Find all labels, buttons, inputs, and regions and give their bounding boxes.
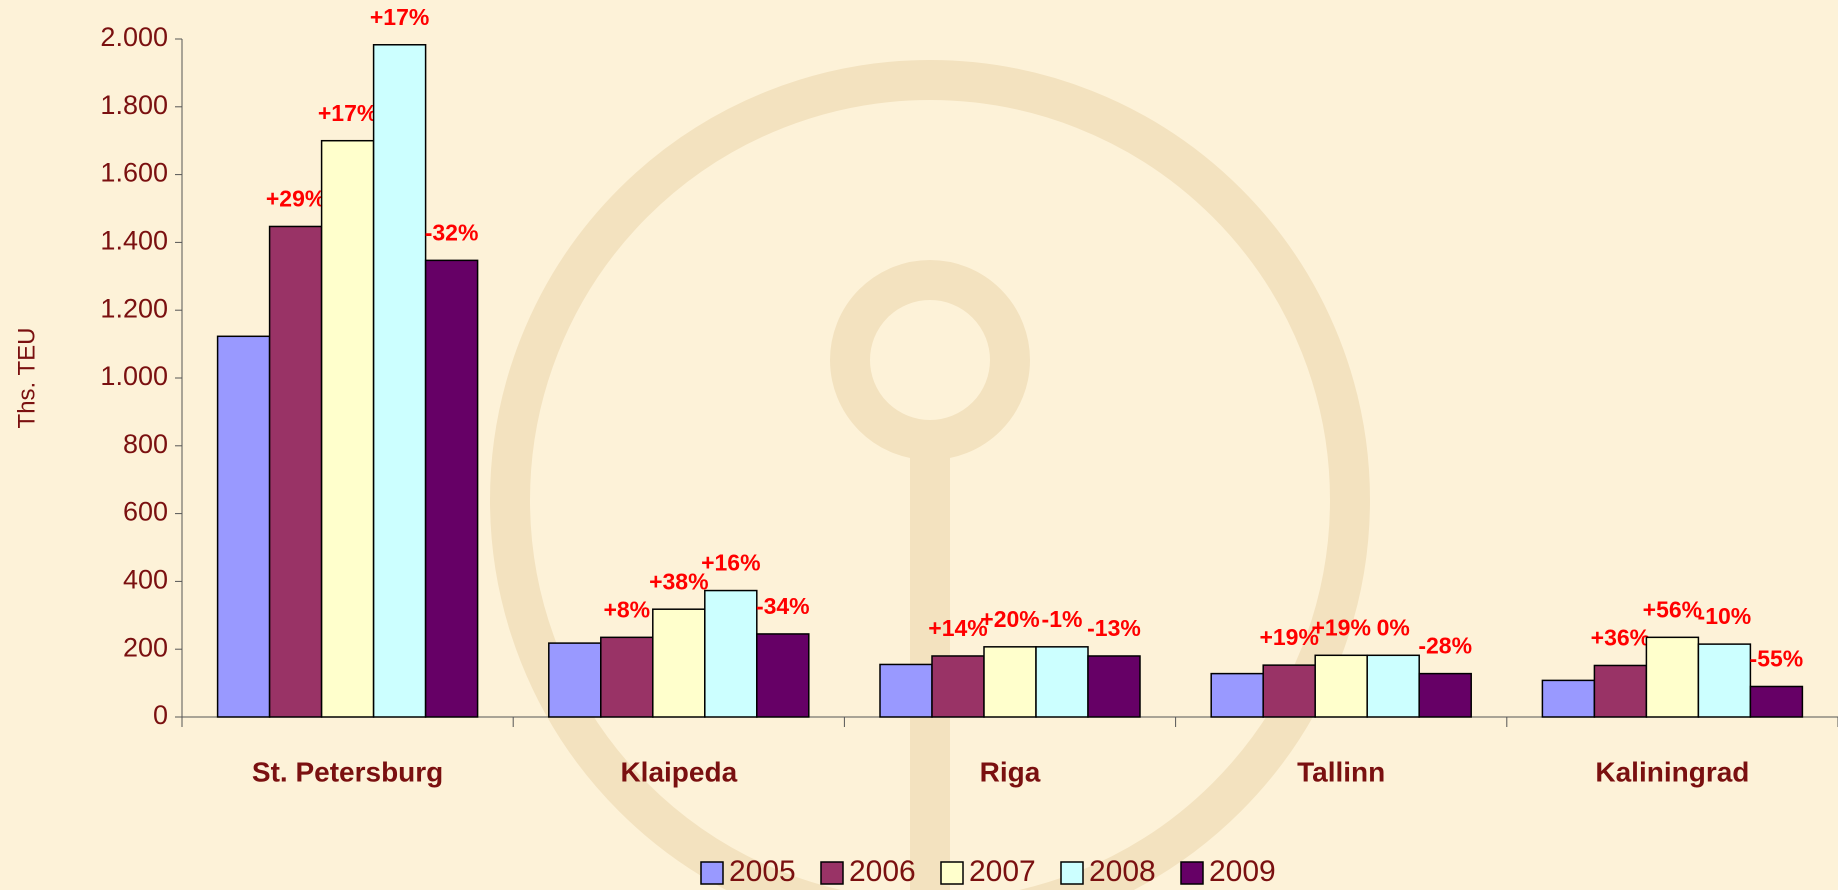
legend-label: 2005 <box>729 855 796 888</box>
x-tick-label: Riga <box>980 756 1041 787</box>
y-tick-label: 1.800 <box>100 90 168 120</box>
y-tick-label: 200 <box>123 632 168 662</box>
growth-label: +38% <box>649 568 708 594</box>
growth-label: 0% <box>1377 614 1410 640</box>
bar <box>1697 643 1752 718</box>
growth-label: +8% <box>603 596 650 622</box>
y-tick-label: 600 <box>123 497 168 527</box>
growth-label: +29% <box>266 186 325 212</box>
bar <box>1262 664 1316 718</box>
legend-swatch <box>1060 861 1084 885</box>
growth-label: -28% <box>1418 633 1472 659</box>
y-tick-label: 2.000 <box>100 22 168 52</box>
bar <box>879 663 933 718</box>
bar <box>756 633 810 718</box>
legend-label: 2007 <box>969 855 1036 888</box>
growth-label: -34% <box>756 593 810 619</box>
growth-label: +16% <box>701 550 760 576</box>
bar <box>216 335 271 718</box>
growth-label: +17% <box>318 100 377 126</box>
legend-label: 2008 <box>1089 855 1156 888</box>
y-tick-label: 800 <box>123 429 168 459</box>
bar <box>931 655 985 718</box>
bar <box>704 589 758 718</box>
bar <box>320 139 375 718</box>
y-tick-label: 1.000 <box>100 361 168 391</box>
growth-label: +56% <box>1643 596 1702 622</box>
growth-label: +19% <box>1259 624 1318 650</box>
bar <box>1366 654 1420 718</box>
y-tick-label: 0 <box>153 700 168 730</box>
bar <box>372 44 427 718</box>
y-tick-label: 400 <box>123 565 168 595</box>
bar <box>1314 654 1368 718</box>
growth-label: +17% <box>370 4 429 30</box>
growth-label: -13% <box>1087 615 1141 641</box>
bar <box>424 259 479 718</box>
bar <box>1541 679 1596 718</box>
growth-label: +19% <box>1311 614 1370 640</box>
legend-label: 2009 <box>1209 855 1276 888</box>
growth-label: -55% <box>1750 646 1804 672</box>
bar <box>1210 672 1264 718</box>
y-axis-label: Ths. TEU <box>13 328 40 429</box>
growth-label: +14% <box>928 615 987 641</box>
bar <box>1418 672 1472 718</box>
bar <box>1593 664 1648 718</box>
legend-swatch <box>820 861 844 885</box>
x-tick-label: Klaipeda <box>620 756 737 787</box>
bar <box>983 646 1037 718</box>
bar <box>1087 655 1141 718</box>
legend-swatch <box>1180 861 1204 885</box>
x-tick-label: St. Petersburg <box>252 756 443 787</box>
bar <box>268 225 323 718</box>
growth-label: -10% <box>1698 603 1752 629</box>
bar <box>600 636 654 718</box>
legend-swatch <box>700 861 724 885</box>
y-tick-label: 1.200 <box>100 293 168 323</box>
growth-label: -32% <box>425 219 479 245</box>
x-tick-label: Tallinn <box>1297 756 1385 787</box>
x-tick-label: Kaliningrad <box>1595 756 1749 787</box>
bar <box>1035 646 1089 718</box>
y-tick-label: 1.600 <box>100 158 168 188</box>
growth-label: +20% <box>980 606 1039 632</box>
bar <box>548 642 602 718</box>
y-tick-label: 1.400 <box>100 226 168 256</box>
legend-swatch <box>940 861 964 885</box>
bar <box>652 608 706 718</box>
bar <box>1645 636 1700 718</box>
growth-label: -1% <box>1042 606 1083 632</box>
bar <box>1749 685 1804 718</box>
growth-label: +36% <box>1591 625 1650 651</box>
legend-label: 2006 <box>849 855 916 888</box>
